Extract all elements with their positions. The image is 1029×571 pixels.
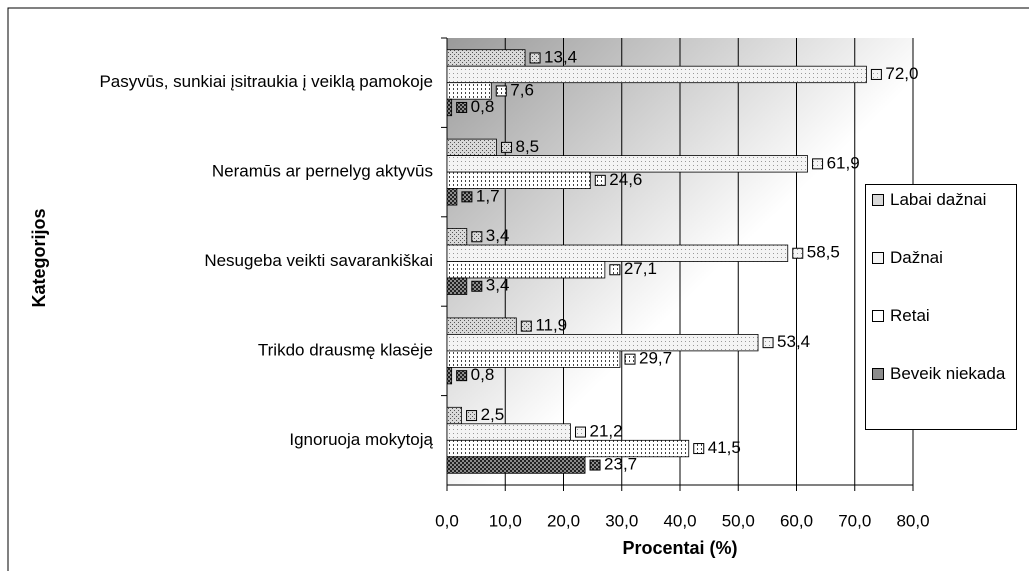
value-label-key xyxy=(589,459,601,471)
bar xyxy=(446,228,468,246)
value-label: 24,6 xyxy=(609,170,642,189)
value-label-key xyxy=(456,370,468,382)
value-label-key xyxy=(574,426,586,438)
value-label-key xyxy=(870,68,882,80)
x-tick-label: 10,0 xyxy=(489,511,522,530)
value-label-key xyxy=(594,174,606,186)
value-label: 53,4 xyxy=(777,332,810,351)
bar xyxy=(446,155,808,173)
x-axis-title: Procentai (%) xyxy=(622,538,737,558)
value-label: 61,9 xyxy=(827,153,860,172)
legend-item: Labai dažnai xyxy=(872,189,1016,247)
bar xyxy=(446,456,586,474)
value-label: 41,5 xyxy=(708,438,741,457)
bar xyxy=(446,277,468,295)
value-label: 11,9 xyxy=(535,316,567,335)
frame xyxy=(7,7,1029,571)
value-label: 3,4 xyxy=(486,226,510,245)
bar xyxy=(446,350,621,368)
legend-item: Retai xyxy=(872,305,1016,363)
legend-label: Labai dažnai xyxy=(890,190,987,209)
bar xyxy=(446,98,453,117)
value-label: 27,1 xyxy=(624,259,657,278)
value-label-key xyxy=(466,410,478,422)
x-tick-label: 30,0 xyxy=(605,511,638,530)
bar xyxy=(446,49,526,67)
legend-swatch xyxy=(872,310,884,322)
value-label-key xyxy=(609,264,621,276)
legend-swatch xyxy=(872,194,884,206)
value-label-key xyxy=(471,231,483,243)
value-label-key xyxy=(624,353,636,365)
value-label: 0,8 xyxy=(471,97,495,116)
y-axis-title: Kategorijos xyxy=(29,208,49,307)
value-label: 2,5 xyxy=(481,405,505,424)
value-label-key xyxy=(520,320,532,332)
legend-swatch xyxy=(872,252,884,264)
value-label-key xyxy=(529,52,541,64)
value-label: 29,7 xyxy=(639,349,672,368)
legend-label: Beveik niekada xyxy=(890,364,1006,383)
legend-label: Retai xyxy=(890,306,930,325)
bar xyxy=(446,82,492,100)
y-tick-label: Neramūs ar pernelyg aktyvūs xyxy=(212,162,433,181)
y-tick-label: Pasyvūs, sunkiai įsitraukia į veiklą pam… xyxy=(99,72,433,91)
value-label-key xyxy=(792,247,804,259)
x-tick-label: 40,0 xyxy=(663,511,696,530)
x-tick-label: 80,0 xyxy=(896,511,929,530)
legend-item: Dažnai xyxy=(872,247,1016,305)
value-label: 23,7 xyxy=(604,455,637,474)
value-label-key xyxy=(812,158,824,170)
x-tick-label: 0,0 xyxy=(435,511,459,530)
y-tick-label: Nesugeba veikti savarankiškai xyxy=(204,251,433,270)
bar xyxy=(446,244,789,262)
y-tick-label: Trikdo drausmę klasėje xyxy=(258,340,433,359)
value-label: 21,2 xyxy=(589,422,622,441)
value-label: 3,4 xyxy=(486,276,510,295)
bar xyxy=(446,333,759,352)
bar xyxy=(446,65,867,84)
x-tick-label: 70,0 xyxy=(838,511,871,530)
bar xyxy=(446,439,690,458)
value-label: 58,5 xyxy=(807,243,840,262)
x-tick-label: 50,0 xyxy=(722,511,755,530)
value-label: 13,4 xyxy=(544,47,577,66)
bar xyxy=(446,366,453,385)
value-label-key xyxy=(762,337,774,349)
value-label: 8,5 xyxy=(516,137,540,156)
bar xyxy=(446,406,462,425)
bar xyxy=(446,138,497,157)
value-label: 72,0 xyxy=(885,64,918,83)
value-label: 1,7 xyxy=(476,186,500,205)
y-tick-label: Ignoruoja mokytoją xyxy=(289,430,433,449)
value-label-key xyxy=(461,191,473,203)
value-label: 7,6 xyxy=(510,80,534,99)
legend: Labai dažnai Dažnai Retai Beveik niekada xyxy=(865,184,1017,430)
value-label-key xyxy=(471,280,483,292)
x-tick-label: 60,0 xyxy=(780,511,813,530)
legend-label: Dažnai xyxy=(890,248,943,267)
bar xyxy=(446,317,517,335)
bar xyxy=(446,188,458,206)
bar xyxy=(446,171,591,190)
x-tick-label: 20,0 xyxy=(547,511,580,530)
value-label-key xyxy=(495,85,507,97)
value-label-key xyxy=(501,141,513,153)
value-label-key xyxy=(693,443,705,455)
legend-swatch xyxy=(872,368,884,380)
value-label: 0,8 xyxy=(471,365,495,384)
bar xyxy=(446,261,606,279)
legend-item: Beveik niekada xyxy=(872,363,1016,421)
bar xyxy=(446,423,571,441)
value-label-key xyxy=(456,101,468,113)
